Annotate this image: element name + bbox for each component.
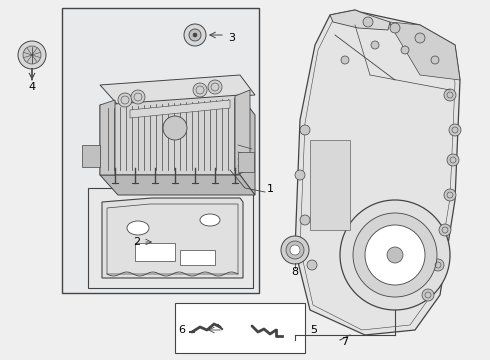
Circle shape <box>371 41 379 49</box>
Bar <box>180 250 215 265</box>
Circle shape <box>163 116 187 140</box>
Polygon shape <box>100 95 240 175</box>
Text: 3: 3 <box>228 33 235 43</box>
Circle shape <box>131 90 145 104</box>
Circle shape <box>444 89 456 101</box>
Bar <box>238 152 254 172</box>
Circle shape <box>184 24 206 46</box>
Circle shape <box>307 260 317 270</box>
Circle shape <box>295 170 305 180</box>
Text: 5: 5 <box>310 325 317 335</box>
Circle shape <box>415 33 425 43</box>
Circle shape <box>193 33 197 37</box>
Circle shape <box>387 247 403 263</box>
Text: 7: 7 <box>342 337 348 347</box>
Ellipse shape <box>127 221 149 235</box>
Polygon shape <box>310 140 350 230</box>
Polygon shape <box>102 198 243 278</box>
Polygon shape <box>295 10 460 335</box>
Polygon shape <box>240 95 255 195</box>
Polygon shape <box>100 100 115 175</box>
Circle shape <box>353 213 437 297</box>
Circle shape <box>363 17 373 27</box>
Circle shape <box>432 259 444 271</box>
Polygon shape <box>330 10 390 30</box>
Circle shape <box>208 80 222 94</box>
Text: 6: 6 <box>178 325 186 335</box>
Text: 1: 1 <box>267 184 274 194</box>
Text: 4: 4 <box>28 82 36 92</box>
Bar <box>175 303 305 353</box>
Circle shape <box>431 56 439 64</box>
Circle shape <box>193 83 207 97</box>
Bar <box>88 188 253 288</box>
Text: 8: 8 <box>292 267 298 277</box>
Circle shape <box>365 225 425 285</box>
Circle shape <box>18 41 46 69</box>
Bar <box>62 8 259 293</box>
Circle shape <box>286 241 304 259</box>
Bar <box>82 145 100 167</box>
Polygon shape <box>390 22 460 80</box>
Circle shape <box>189 29 201 41</box>
Circle shape <box>444 189 456 201</box>
Circle shape <box>300 125 310 135</box>
Circle shape <box>439 224 451 236</box>
Polygon shape <box>100 175 255 195</box>
Circle shape <box>401 46 409 54</box>
Circle shape <box>118 93 132 107</box>
Circle shape <box>341 56 349 64</box>
Circle shape <box>422 289 434 301</box>
Polygon shape <box>235 90 250 175</box>
Circle shape <box>23 46 41 64</box>
Circle shape <box>300 215 310 225</box>
Circle shape <box>290 245 300 255</box>
Polygon shape <box>100 75 255 105</box>
Text: 2: 2 <box>133 237 140 247</box>
Circle shape <box>281 236 309 264</box>
Polygon shape <box>130 100 230 118</box>
Circle shape <box>447 154 459 166</box>
Circle shape <box>449 124 461 136</box>
Circle shape <box>340 200 450 310</box>
Circle shape <box>390 23 400 33</box>
Ellipse shape <box>200 214 220 226</box>
Bar <box>135 243 175 261</box>
